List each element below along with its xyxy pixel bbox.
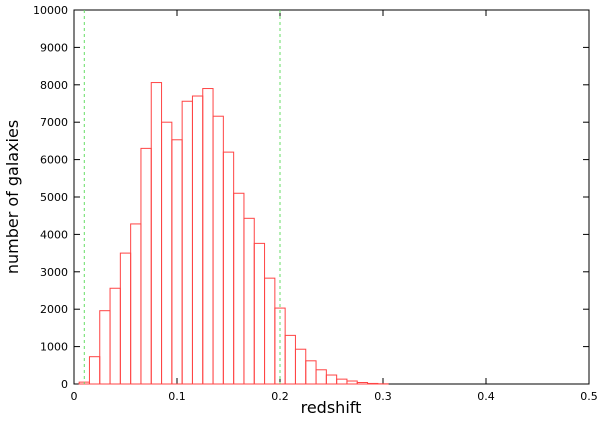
bar: [88, 356, 101, 385]
y-tick-label: 2000: [40, 303, 68, 316]
bar: [315, 369, 327, 385]
bar: [336, 378, 348, 385]
bar: [305, 360, 317, 385]
x-axis-label: redshift: [301, 398, 362, 417]
bar: [294, 348, 307, 385]
bar: [325, 374, 338, 385]
x-tick-label: 0.2: [271, 390, 289, 403]
x-tick-label: 0: [71, 390, 78, 403]
y-tick-label: 7000: [40, 116, 68, 129]
bar: [222, 151, 235, 385]
bar: [243, 217, 255, 385]
bar: [253, 242, 266, 385]
y-tick-label: 4000: [40, 228, 68, 241]
bar: [171, 139, 183, 385]
bar: [356, 382, 369, 385]
bar: [99, 310, 111, 385]
bar: [212, 115, 224, 385]
y-axis-label: number of galaxies: [3, 120, 22, 274]
x-tick-label: 0.3: [374, 390, 392, 403]
bar: [140, 147, 152, 385]
bar: [109, 287, 121, 385]
bar: [264, 277, 276, 385]
x-tick-label: 0.5: [580, 390, 598, 403]
y-tick-label: 0: [61, 378, 68, 391]
bar: [181, 100, 193, 385]
bar: [284, 334, 296, 385]
y-tick-label: 1000: [40, 341, 68, 354]
x-tick-label: 0.4: [477, 390, 495, 403]
bar: [202, 88, 214, 385]
y-tick-label: 10000: [33, 4, 68, 17]
bar: [161, 121, 173, 385]
bar: [367, 382, 379, 385]
bar: [346, 380, 358, 385]
bar: [233, 192, 245, 385]
y-tick-label: 9000: [40, 41, 68, 54]
bar: [119, 252, 132, 385]
y-tick-label: 3000: [40, 266, 68, 279]
x-tick-label: 0.1: [168, 390, 186, 403]
bar: [150, 82, 163, 385]
bar: [130, 223, 142, 385]
y-tick-label: 5000: [40, 191, 68, 204]
y-tick-label: 8000: [40, 79, 68, 92]
bar: [191, 95, 204, 385]
y-tick-label: 6000: [40, 154, 68, 167]
